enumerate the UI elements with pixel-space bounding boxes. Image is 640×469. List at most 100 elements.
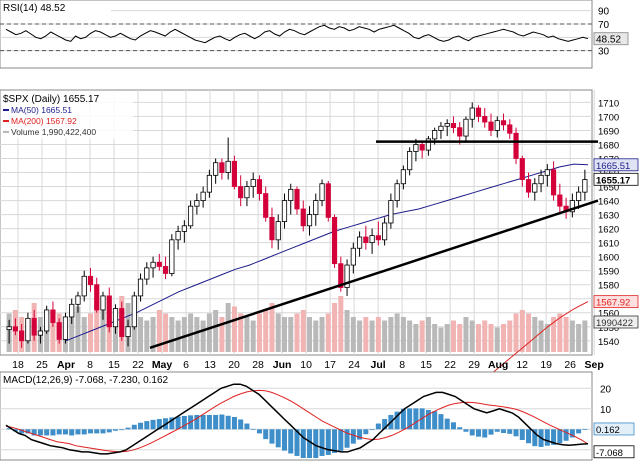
candle-body bbox=[538, 174, 544, 185]
macd-last-value-box bbox=[593, 445, 635, 459]
macd-histogram-bar bbox=[582, 428, 588, 430]
volume-bar bbox=[87, 313, 93, 352]
volume-bar bbox=[563, 317, 569, 352]
macd-histogram-bar bbox=[44, 429, 50, 436]
rsi-title: RSI(14) 48.52 bbox=[3, 3, 66, 14]
volume-bar bbox=[69, 310, 75, 352]
candle-body bbox=[319, 183, 325, 201]
macd-histogram-bar bbox=[12, 429, 18, 432]
macd-histogram-bar bbox=[513, 429, 519, 437]
macd-histogram-bar bbox=[369, 429, 375, 431]
price-ytick-label: 1700 bbox=[598, 112, 619, 123]
volume-bar bbox=[113, 320, 119, 352]
macd-histogram-bar bbox=[275, 429, 281, 448]
volume-bar bbox=[344, 310, 350, 352]
macd-histogram-bar bbox=[100, 429, 106, 434]
macd-histogram-bar bbox=[81, 429, 87, 435]
macd-histogram-bar bbox=[213, 414, 219, 430]
volume-bar bbox=[513, 313, 519, 352]
price-xtick-label: 22 bbox=[132, 359, 144, 371]
price-xtick-label: 26 bbox=[564, 359, 576, 371]
candle-body bbox=[281, 200, 288, 222]
candle-body bbox=[69, 303, 75, 318]
candle-body bbox=[457, 127, 463, 137]
volume-bar bbox=[94, 299, 100, 352]
macd-histogram-bar bbox=[138, 422, 144, 430]
volume-bar bbox=[332, 303, 338, 352]
candle-body bbox=[375, 235, 381, 241]
volume-bar bbox=[482, 320, 488, 352]
volume-bar bbox=[438, 327, 444, 352]
candle-body bbox=[500, 120, 507, 126]
rsi-ytick-label: 30 bbox=[598, 47, 610, 58]
macd-histogram-bar bbox=[175, 416, 181, 430]
price-yaxis: 1710170016901680167016601650164016301620… bbox=[593, 98, 639, 348]
volume-bar bbox=[557, 313, 563, 352]
macd-ytick-label: 20 bbox=[600, 384, 612, 395]
price-ytick-label: 1560 bbox=[598, 309, 619, 320]
volume-bar bbox=[75, 306, 81, 352]
macd-histogram-bar bbox=[37, 429, 43, 436]
candle-body bbox=[206, 174, 212, 193]
volume-bar bbox=[532, 317, 538, 352]
macd-histogram-bar bbox=[169, 417, 175, 430]
volume-bar bbox=[294, 313, 300, 352]
price-xtick-label: 24 bbox=[348, 359, 360, 371]
macd-ytick-label: 10 bbox=[600, 405, 612, 416]
volume-bar bbox=[450, 320, 456, 352]
candle-body bbox=[300, 208, 306, 227]
macd-histogram-bar bbox=[576, 429, 582, 434]
candle-body bbox=[469, 107, 475, 120]
volume-bar bbox=[569, 320, 575, 352]
candle-body bbox=[81, 275, 87, 297]
volume-bar bbox=[350, 317, 356, 352]
candle-body bbox=[482, 116, 488, 123]
legend-label: MA(50) 1665.51 bbox=[11, 105, 72, 115]
price-xtick-label: 29 bbox=[468, 359, 480, 371]
volume-bar bbox=[163, 313, 169, 352]
candles bbox=[6, 102, 588, 348]
volume-bar bbox=[81, 317, 87, 352]
macd-histogram-bar bbox=[444, 418, 450, 430]
volume-bar bbox=[576, 324, 582, 352]
macd-histogram-bar bbox=[200, 414, 206, 430]
volume-bar bbox=[425, 317, 431, 352]
candle-body bbox=[425, 138, 432, 151]
volume-bar bbox=[307, 317, 313, 352]
volume-bar bbox=[138, 317, 144, 352]
macd-histogram-bar bbox=[119, 429, 125, 431]
volume-bar bbox=[338, 296, 344, 352]
volume-bar bbox=[50, 320, 56, 352]
candle-body bbox=[438, 125, 444, 131]
macd-histogram-bar bbox=[156, 419, 162, 430]
candle-body bbox=[94, 284, 100, 311]
candle-body bbox=[400, 169, 406, 185]
macd-histogram-bar bbox=[557, 429, 563, 444]
price-ytick-label: 1650 bbox=[598, 183, 619, 194]
candle-body bbox=[475, 107, 482, 117]
price-xtick-label: 19 bbox=[540, 359, 552, 371]
volume-bar bbox=[281, 317, 287, 352]
volume-bar bbox=[175, 320, 181, 352]
candle-body bbox=[432, 130, 438, 140]
macd-histogram-bar bbox=[225, 415, 231, 430]
macd-histogram-bar bbox=[307, 429, 313, 458]
macd-histogram-bar bbox=[450, 422, 456, 430]
candle-body bbox=[419, 144, 425, 151]
candle-body bbox=[225, 160, 231, 173]
macd-histogram-bar bbox=[413, 408, 419, 430]
candle-body bbox=[150, 261, 156, 269]
macd-histogram-bar bbox=[569, 429, 575, 438]
macd-histogram-bar bbox=[519, 429, 525, 440]
macd-panel: MACD(12,26,9) -7.068, -7.230, 0.162 20 10… bbox=[0, 371, 635, 461]
volume-bar bbox=[469, 320, 475, 352]
macd-histogram-bar bbox=[407, 408, 413, 430]
macd-histogram-bar bbox=[231, 417, 237, 430]
rsi-ytick-label: 70 bbox=[598, 20, 610, 31]
volume-bar bbox=[238, 313, 244, 352]
volume-bar bbox=[44, 324, 50, 352]
price-xtick-label: 8 bbox=[399, 359, 405, 371]
volume-bar bbox=[231, 306, 237, 352]
